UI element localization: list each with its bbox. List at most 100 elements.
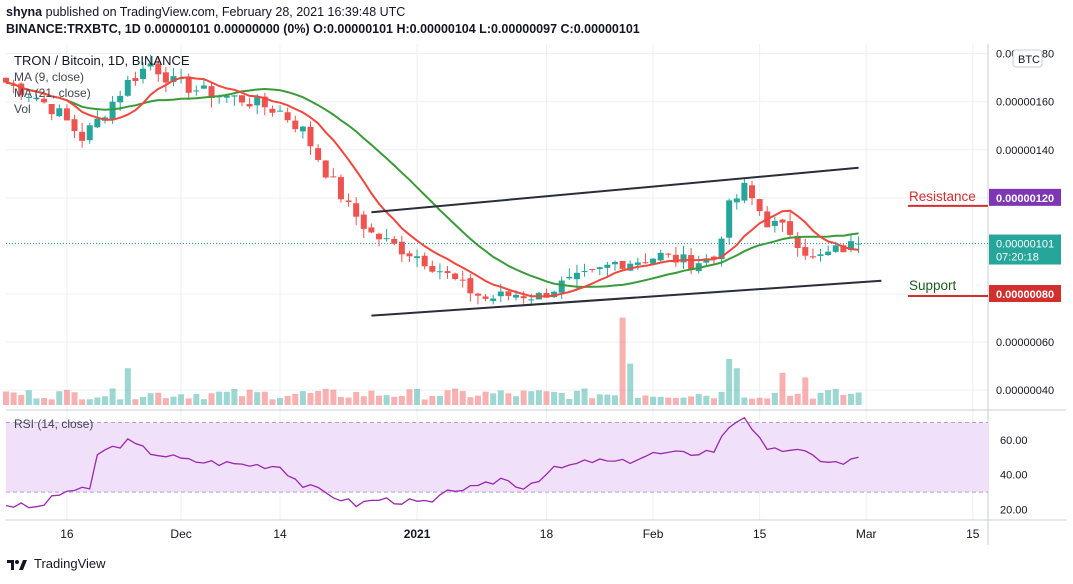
volume-bar bbox=[787, 395, 794, 405]
currency-badge-bg bbox=[1012, 49, 1043, 68]
time-tick-label: 14 bbox=[273, 527, 287, 541]
time-tick-label: 2021 bbox=[404, 527, 431, 541]
candle-body bbox=[505, 291, 512, 296]
volume-bar bbox=[817, 392, 824, 405]
volume-bar bbox=[581, 388, 588, 405]
candle-body bbox=[718, 238, 725, 260]
volume-bar bbox=[155, 392, 162, 405]
candle-body bbox=[330, 176, 337, 178]
volume-bar bbox=[86, 399, 93, 405]
volume-bar bbox=[733, 368, 740, 405]
resistance-price-badge: 0.00000120 bbox=[996, 193, 1054, 205]
volume-bar bbox=[162, 398, 169, 405]
candle-body bbox=[269, 108, 276, 113]
rsi-tick-label: 40.00 bbox=[1000, 470, 1028, 482]
candle-body bbox=[467, 278, 474, 294]
volume-bar bbox=[292, 393, 299, 405]
volume-bar bbox=[771, 392, 778, 405]
candle-body bbox=[246, 103, 253, 107]
candle-body bbox=[79, 131, 86, 141]
volume-bar bbox=[642, 395, 649, 405]
candle-body bbox=[383, 238, 390, 240]
countdown-badge: 07:20:18 bbox=[996, 252, 1039, 264]
volume-bar bbox=[277, 398, 284, 405]
candle-body bbox=[124, 79, 131, 96]
volume-bar bbox=[132, 399, 139, 405]
tradingview-brand: TradingView bbox=[34, 556, 106, 571]
volume-bar bbox=[79, 399, 86, 405]
candle-body bbox=[185, 77, 192, 93]
candle-body bbox=[802, 247, 809, 256]
volume-bar bbox=[71, 392, 78, 405]
publish-info: published on TradingView.com, February 2… bbox=[45, 5, 406, 19]
volume-bar bbox=[307, 393, 314, 405]
volume-bar bbox=[170, 396, 177, 405]
candle-body bbox=[376, 233, 383, 240]
volume-bar bbox=[528, 391, 535, 405]
volume-bar bbox=[741, 397, 748, 405]
candle-body bbox=[18, 83, 25, 96]
volume-bar bbox=[634, 397, 641, 405]
volume-bar bbox=[794, 393, 801, 405]
candle-body bbox=[337, 177, 344, 200]
volume-bar bbox=[650, 396, 657, 405]
candle-body bbox=[155, 63, 162, 75]
volume-bar bbox=[497, 390, 504, 405]
tradingview-footer[interactable]: TradingView bbox=[6, 556, 106, 571]
candle-body bbox=[459, 279, 466, 281]
candle-body bbox=[566, 276, 573, 279]
last-price-badge: 0.00000101 bbox=[996, 239, 1054, 251]
volume-bar bbox=[627, 363, 634, 405]
volume-bar bbox=[421, 399, 428, 405]
volume-bar bbox=[695, 394, 702, 405]
candle-body bbox=[391, 238, 398, 244]
volume-bar bbox=[452, 388, 459, 405]
volume-bar bbox=[56, 391, 63, 405]
volume-bar bbox=[238, 396, 245, 405]
publisher-name[interactable]: shyna bbox=[6, 5, 43, 19]
ohlc-header: BINANCE:TRXBTC, 1D 0.00000101 0.00000000… bbox=[6, 22, 640, 36]
volume-bar bbox=[619, 317, 626, 405]
volume-bar bbox=[604, 394, 611, 405]
candle-body bbox=[513, 294, 520, 298]
candle-body bbox=[147, 63, 154, 67]
candle-body bbox=[657, 252, 664, 261]
volume-bar bbox=[337, 396, 344, 405]
volume-bar bbox=[391, 396, 398, 405]
volume-bar bbox=[596, 394, 603, 405]
rsi-tick-label: 60.00 bbox=[1000, 435, 1028, 447]
volume-bar bbox=[657, 396, 664, 405]
volume-bar bbox=[208, 393, 215, 405]
price-tick-label: 0.00000060 bbox=[996, 337, 1054, 349]
volume-bar bbox=[299, 391, 306, 405]
candle-body bbox=[528, 299, 535, 301]
candle-body bbox=[132, 78, 139, 81]
volume-bar bbox=[109, 388, 116, 405]
candle-body bbox=[581, 271, 588, 273]
volume-bar bbox=[611, 395, 618, 405]
volume-bar bbox=[551, 391, 558, 405]
candle-body bbox=[604, 264, 611, 268]
candle-body bbox=[360, 214, 367, 229]
candle-body bbox=[787, 221, 794, 235]
volume-bar bbox=[223, 391, 230, 405]
volume-bar bbox=[429, 395, 436, 405]
volume-bar bbox=[855, 392, 862, 405]
candle-body bbox=[490, 298, 497, 302]
candle-body bbox=[284, 112, 291, 121]
volume-bar bbox=[284, 395, 291, 405]
currency-badge: BTC bbox=[1018, 54, 1040, 66]
channel-lower-line bbox=[371, 279, 882, 317]
candle-body bbox=[444, 271, 451, 273]
time-tick-label: Dec bbox=[170, 527, 191, 541]
candle-body bbox=[200, 85, 207, 89]
candle-body bbox=[254, 97, 261, 106]
candle-body bbox=[48, 104, 55, 115]
candle-body bbox=[520, 296, 527, 299]
candle-body bbox=[56, 108, 63, 117]
volume-bar bbox=[33, 398, 40, 405]
volume-bar bbox=[726, 359, 733, 405]
candle-body bbox=[825, 251, 832, 256]
volume-bar bbox=[543, 391, 550, 405]
